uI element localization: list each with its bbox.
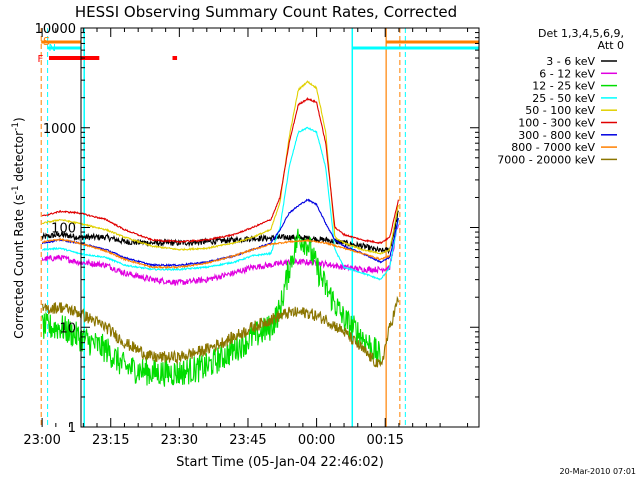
y-tick-label: 10000 <box>35 22 76 37</box>
x-tick-label: 23:15 <box>92 433 129 448</box>
legend-label: 50 - 100 keV <box>525 104 595 117</box>
legend-label: 7000 - 20000 keV <box>497 153 595 166</box>
flag-n-label: N <box>49 43 56 54</box>
legend-label: 800 - 7000 keV <box>511 141 595 154</box>
series-line <box>42 198 399 268</box>
series-line <box>41 237 391 270</box>
legend-label: 6 - 12 keV <box>539 67 595 80</box>
x-tick-label: 00:15 <box>366 433 403 448</box>
x-tick-label: 23:00 <box>23 433 60 448</box>
x-tick-label: 23:30 <box>161 433 198 448</box>
observing-flags: SNF <box>38 28 479 427</box>
x-tick-label: 23:45 <box>229 433 266 448</box>
generated-timestamp: 20-Mar-2010 07:01 <box>560 467 637 476</box>
legend-title-line2: Att 0 <box>598 39 624 52</box>
legend-label: 12 - 25 keV <box>532 80 595 93</box>
series-layer <box>41 80 399 387</box>
y-tick-label: 100 <box>51 222 76 237</box>
flag-f-label: F <box>38 54 44 65</box>
legend-label: 3 - 6 keV <box>546 55 595 68</box>
x-axis: 23:00 23:15 23:30 23:45 00:00 00:15 <box>23 28 469 448</box>
series-line <box>41 295 399 368</box>
y-axis-label: Corrected Count Rate (s-1 detector-1) <box>11 117 26 338</box>
flag-s-label: S <box>43 35 50 48</box>
x-tick-label: 00:00 <box>298 433 335 448</box>
legend-label: 25 - 50 keV <box>532 92 595 105</box>
series-line <box>42 96 399 245</box>
series-line <box>41 224 399 286</box>
y-axis: 1 10 100 1000 10000 <box>35 22 479 436</box>
series-line <box>41 228 381 387</box>
legend-label: 100 - 300 keV <box>518 117 595 130</box>
x-axis-label: Start Time (05-Jan-04 22:46:02) <box>176 455 384 470</box>
series-line <box>42 80 399 255</box>
y-tick-label: 10 <box>59 321 76 336</box>
series-line <box>42 126 399 281</box>
chart-title: HESSI Observing Summary Count Rates, Cor… <box>75 3 457 21</box>
series-line <box>41 210 399 255</box>
legend-label: 300 - 800 keV <box>518 129 595 142</box>
y-tick-label: 1000 <box>43 122 76 137</box>
y-tick-label: 1 <box>68 421 76 436</box>
legend-title-line1: Det 1,3,4,5,6,9, <box>538 27 624 40</box>
